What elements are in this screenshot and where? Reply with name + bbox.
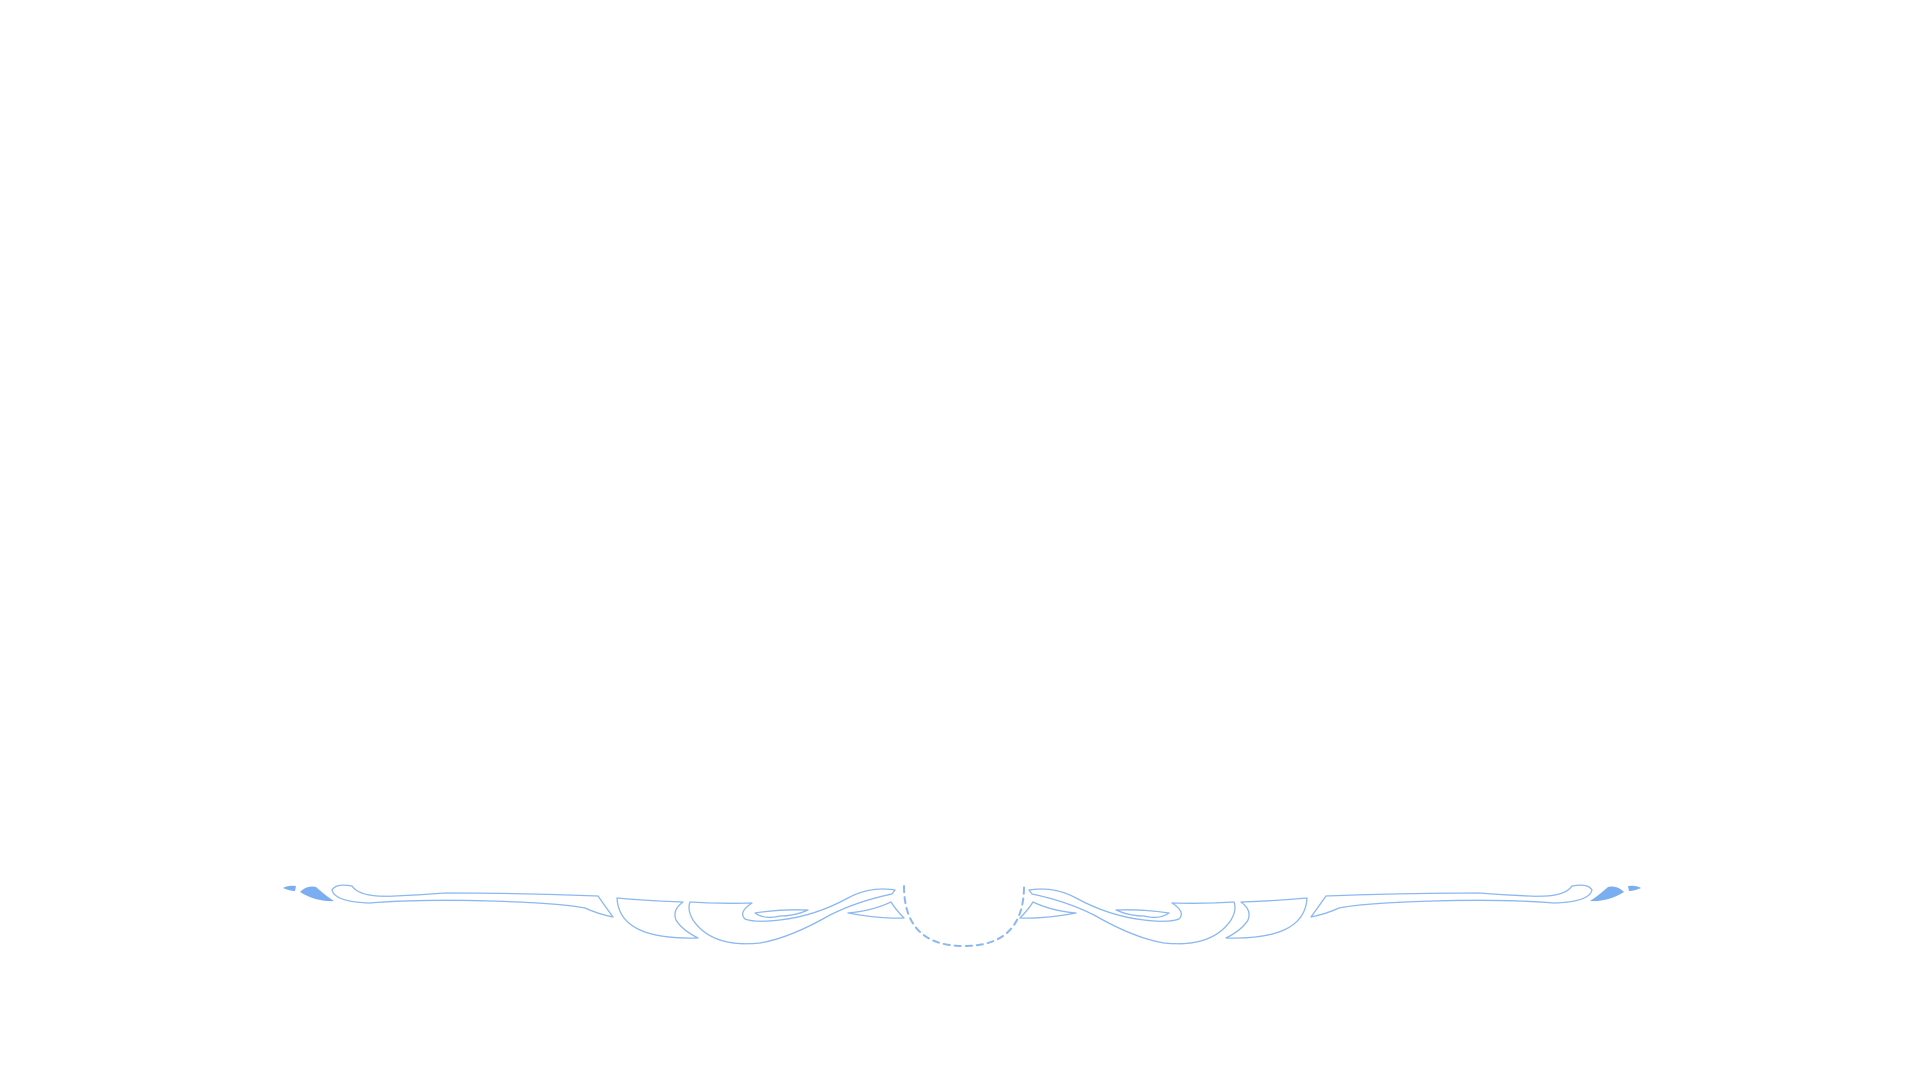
center-dashed-arc: [903, 885, 1025, 948]
wing-left: [847, 901, 905, 919]
inner-eye-left: [754, 909, 809, 919]
outer-sweep-left: [331, 884, 614, 918]
loop-one-left: [616, 897, 699, 939]
flourish-left: [283, 884, 905, 945]
teardrop-left: [300, 886, 334, 902]
teardrop-small-left: [283, 885, 296, 891]
flourish-right: [1019, 884, 1642, 945]
big-curl-left: [688, 888, 896, 945]
